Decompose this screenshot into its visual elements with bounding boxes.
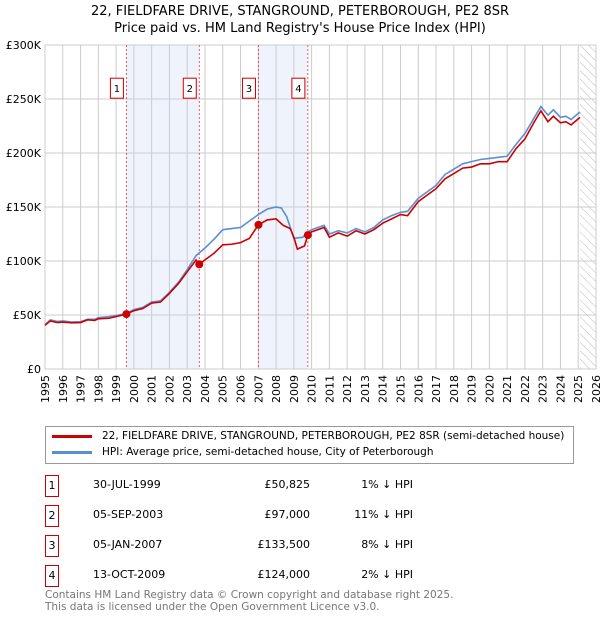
hpi-line [44, 105, 581, 326]
sale-price: £97,000 [264, 508, 311, 521]
legend-line-blue [52, 450, 92, 454]
x-tick-label: 1999 [110, 375, 123, 403]
x-tick-label: 2023 [537, 375, 550, 403]
sale-marker-box [291, 77, 306, 99]
sale-marker-number: 2 [187, 84, 193, 95]
sale-number: 1 [45, 475, 59, 497]
x-tick-label: 2017 [430, 375, 443, 403]
x-tick-label: 2012 [341, 375, 354, 403]
sale-date: 13-OCT-2009 [93, 568, 166, 581]
sale-hpi-diff: 1% ↓ HPI [361, 478, 413, 491]
y-tick-label: £250K [6, 93, 42, 106]
sale-marker-number: 3 [246, 84, 252, 95]
sale-point [303, 231, 312, 240]
x-tick-label: 1995 [39, 375, 52, 403]
x-tick-label: 2008 [270, 375, 283, 403]
sale-point [122, 310, 131, 319]
sale-date: 05-SEP-2003 [93, 508, 164, 521]
y-tick-label: £100K [6, 255, 42, 268]
y-tick-label: £50K [13, 309, 42, 322]
x-tick-label: 2001 [146, 375, 159, 403]
price-paid-line [44, 109, 581, 326]
x-tick-label: 2002 [163, 375, 176, 403]
x-tick-label: 1997 [75, 375, 88, 403]
chart-title: 22, FIELDFARE DRIVE, STANGROUND, PETERBO… [90, 4, 510, 19]
x-tick-label: 2003 [181, 375, 194, 403]
sale-date: 30-JUL-1999 [93, 478, 161, 491]
sale-number: 3 [45, 535, 59, 557]
x-tick-label: 2004 [199, 375, 212, 403]
x-tick-label: 2007 [252, 375, 265, 403]
x-tick-label: 2026 [590, 375, 600, 403]
x-tick-label: 2011 [323, 375, 336, 403]
sale-marker-box [109, 77, 124, 99]
sale-number: 4 [45, 565, 59, 587]
y-tick-label: £0 [27, 363, 41, 376]
sale-price: £50,825 [264, 478, 311, 491]
sale-point [195, 260, 204, 269]
x-tick-label: 2009 [288, 375, 301, 403]
x-tick-label: 2021 [501, 375, 514, 403]
x-tick-label: 2000 [128, 375, 141, 403]
footer-licence: This data is licensed under the Open Gov… [45, 601, 380, 613]
sale-row: 4 13-OCT-2009 £124,000 2% ↓ HPI [45, 565, 445, 587]
sale-number: 2 [45, 505, 59, 527]
x-tick-label: 2013 [359, 375, 372, 403]
sale-hpi-diff: 8% ↓ HPI [361, 538, 413, 551]
y-tick-label: £200K [6, 147, 42, 160]
footer-copyright: Contains HM Land Registry data © Crown c… [45, 589, 454, 601]
x-tick-label: 2016 [412, 375, 425, 403]
sale-row: 2 05-SEP-2003 £97,000 11% ↓ HPI [45, 505, 445, 527]
sale-hpi-diff: 11% ↓ HPI [354, 508, 413, 521]
x-tick-label: 2005 [217, 375, 230, 403]
x-tick-label: 2024 [554, 375, 567, 403]
legend-item-hpi: HPI: Average price, semi-detached house,… [52, 446, 434, 458]
x-tick-label: 2022 [519, 375, 532, 403]
legend-label-property: 22, FIELDFARE DRIVE, STANGROUND, PETERBO… [102, 430, 565, 442]
x-tick-label: 2020 [483, 375, 496, 403]
plot-border [44, 44, 597, 370]
legend-label-hpi: HPI: Average price, semi-detached house,… [102, 446, 434, 458]
sale-price: £133,500 [257, 538, 311, 551]
x-tick-label: 2015 [394, 375, 407, 403]
sale-hpi-diff: 2% ↓ HPI [361, 568, 413, 581]
legend-line-red [52, 434, 92, 438]
x-tick-label: 1996 [57, 375, 70, 403]
x-tick-label: 2006 [235, 375, 248, 403]
sale-marker-number: 4 [295, 84, 301, 95]
sale-marker-number: 1 [114, 84, 120, 95]
x-tick-label: 2018 [448, 375, 461, 403]
sale-price: £124,000 [257, 568, 311, 581]
sale-row: 3 05-JAN-2007 £133,500 8% ↓ HPI [45, 535, 445, 557]
x-tick-label: 2010 [306, 375, 319, 403]
y-tick-label: £150K [6, 201, 42, 214]
x-tick-label: 1998 [92, 375, 105, 403]
legend-item-property: 22, FIELDFARE DRIVE, STANGROUND, PETERBO… [52, 430, 564, 442]
x-tick-label: 2014 [377, 375, 390, 403]
sale-date: 05-JAN-2007 [93, 538, 163, 551]
sale-marker-box [241, 77, 256, 99]
y-tick-label: £300K [6, 39, 42, 52]
x-tick-label: 2025 [572, 375, 585, 403]
price-chart: 1995 1996 1997 1998 1999 2000 2001 2002 2003 2004… [6, 39, 600, 403]
chart-subtitle: Price paid vs. HM Land Registry's House … [114, 21, 486, 36]
sale-point [254, 220, 263, 229]
sale-row: 1 30-JUL-1999 £50,825 1% ↓ HPI [45, 475, 445, 497]
sale-marker-box [182, 77, 197, 99]
x-tick-label: 2019 [466, 375, 479, 403]
legend: 22, FIELDFARE DRIVE, STANGROUND, PETERBO… [45, 426, 574, 464]
